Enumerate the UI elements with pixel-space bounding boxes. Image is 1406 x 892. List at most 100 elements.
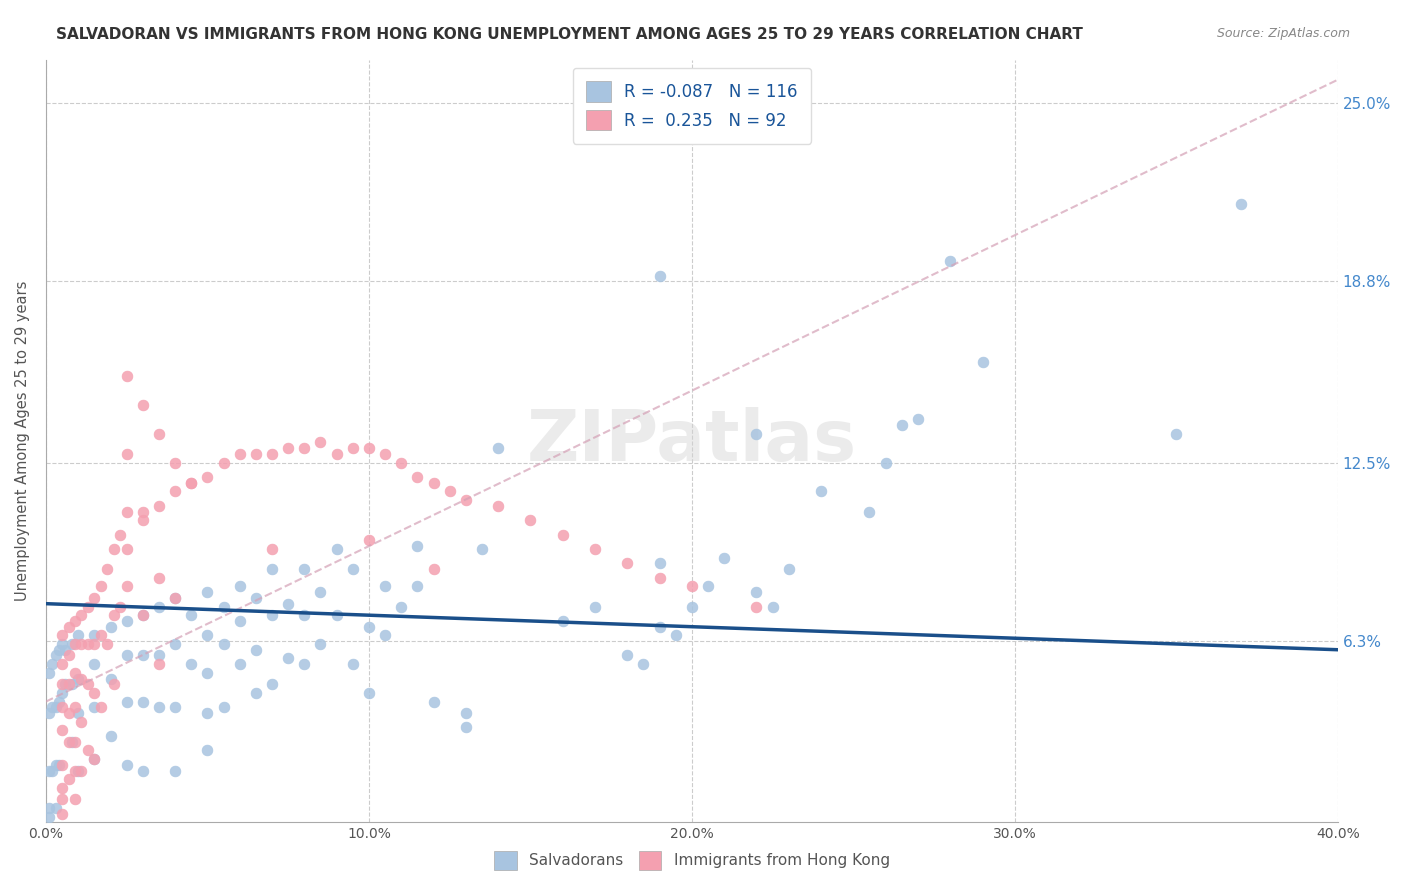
Point: [245, 686, 267, 700]
Point: [197, 665, 219, 680]
Point: [51, 792, 73, 806]
Point: [745, 426, 768, 441]
Text: ZIPatlas: ZIPatlas: [527, 407, 856, 475]
Point: [51, 757, 73, 772]
Point: [406, 539, 429, 553]
Point: [115, 369, 138, 384]
Point: [519, 513, 541, 527]
Point: [67, 706, 90, 720]
Point: [60, 637, 83, 651]
Point: [51, 628, 73, 642]
Point: [148, 700, 170, 714]
Point: [229, 579, 252, 593]
Point: [51, 806, 73, 821]
Point: [180, 475, 202, 490]
Text: Source: ZipAtlas.com: Source: ZipAtlas.com: [1216, 27, 1350, 40]
Point: [389, 599, 412, 614]
Point: [309, 585, 332, 599]
Point: [616, 648, 638, 663]
Point: [180, 608, 202, 623]
Point: [77, 599, 100, 614]
Point: [110, 527, 132, 541]
Point: [1230, 196, 1253, 211]
Point: [374, 628, 396, 642]
Point: [83, 628, 105, 642]
Point: [70, 608, 93, 623]
Point: [325, 608, 347, 623]
Point: [875, 456, 897, 470]
Point: [633, 657, 655, 672]
Point: [70, 637, 93, 651]
Point: [132, 398, 155, 412]
Point: [41, 657, 63, 672]
Point: [63, 665, 86, 680]
Point: [63, 735, 86, 749]
Point: [67, 764, 90, 778]
Point: [63, 637, 86, 651]
Point: [439, 484, 461, 499]
Point: [38, 810, 60, 824]
Point: [342, 657, 364, 672]
Point: [48, 694, 70, 708]
Point: [325, 447, 347, 461]
Point: [212, 700, 235, 714]
Point: [83, 591, 105, 605]
Point: [245, 591, 267, 605]
Point: [292, 608, 315, 623]
Point: [103, 541, 125, 556]
Point: [45, 757, 67, 772]
Point: [422, 562, 444, 576]
Point: [292, 562, 315, 576]
Point: [115, 694, 138, 708]
Point: [132, 648, 155, 663]
Point: [165, 637, 187, 651]
Point: [41, 700, 63, 714]
Point: [454, 706, 477, 720]
Point: [277, 441, 299, 455]
Point: [83, 637, 105, 651]
Point: [83, 686, 105, 700]
Point: [90, 700, 112, 714]
Point: [132, 764, 155, 778]
Point: [357, 441, 380, 455]
Point: [115, 541, 138, 556]
Point: [132, 608, 155, 623]
Point: [77, 743, 100, 757]
Point: [551, 527, 574, 541]
Point: [63, 792, 86, 806]
Point: [77, 637, 100, 651]
Point: [1166, 426, 1188, 441]
Point: [110, 599, 132, 614]
Point: [165, 484, 187, 499]
Point: [58, 677, 80, 691]
Point: [972, 355, 994, 369]
Point: [51, 723, 73, 738]
Point: [357, 686, 380, 700]
Point: [41, 764, 63, 778]
Point: [165, 591, 187, 605]
Point: [132, 694, 155, 708]
Point: [197, 470, 219, 484]
Point: [665, 628, 688, 642]
Point: [197, 628, 219, 642]
Point: [58, 735, 80, 749]
Point: [67, 628, 90, 642]
Point: [45, 801, 67, 815]
Point: [51, 700, 73, 714]
Point: [70, 764, 93, 778]
Point: [48, 642, 70, 657]
Point: [48, 757, 70, 772]
Point: [148, 426, 170, 441]
Point: [148, 599, 170, 614]
Point: [83, 700, 105, 714]
Point: [58, 706, 80, 720]
Point: [77, 677, 100, 691]
Point: [96, 562, 118, 576]
Point: [165, 700, 187, 714]
Point: [165, 764, 187, 778]
Point: [103, 677, 125, 691]
Point: [180, 475, 202, 490]
Point: [422, 475, 444, 490]
Point: [939, 254, 962, 268]
Point: [648, 620, 671, 634]
